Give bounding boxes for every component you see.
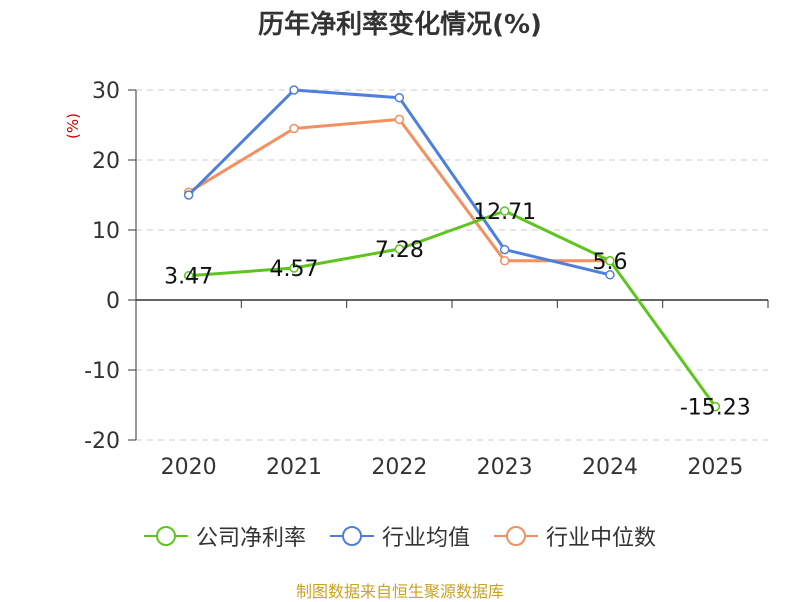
y-tick-label: 30 [92, 79, 120, 104]
series-line-0 [188, 209, 717, 408]
data-label: 12.71 [473, 200, 536, 225]
axis-layer: 30 20 10 0 -10 -20 2020 2021 2022 2023 2024 2025 [84, 79, 769, 480]
y-tick-label: 10 [92, 219, 120, 244]
data-point[interactable] [394, 114, 405, 125]
data-point[interactable] [394, 244, 405, 254]
legend-item-net-margin[interactable]: 公司净利率 [143, 520, 306, 552]
data-point[interactable] [394, 92, 405, 103]
data-label: -15.23 [680, 396, 751, 421]
data-point[interactable] [499, 244, 510, 255]
series-layer [183, 85, 721, 412]
y-tick-label: -10 [84, 359, 120, 384]
legend-marker-net-margin [143, 526, 188, 546]
y-tick-label: 20 [92, 149, 120, 174]
legend-label-industry-median: 行业中位数 [546, 526, 657, 551]
data-label: 4.57 [270, 257, 319, 282]
data-point[interactable] [605, 270, 615, 280]
data-label: 7.28 [375, 238, 424, 263]
legend-label-industry-mean: 行业均值 [381, 526, 470, 551]
y-tick-label: 0 [106, 289, 120, 314]
legend: 公司净利率 行业均值 行业中位数 [0, 520, 800, 552]
y-tick-label: -20 [84, 429, 120, 454]
data-point[interactable] [183, 190, 194, 200]
data-point[interactable] [710, 401, 721, 412]
x-tick-label: 2020 [161, 455, 217, 480]
data-point[interactable] [183, 270, 194, 281]
data-point[interactable] [289, 123, 299, 134]
x-tick-label: 2024 [582, 455, 638, 480]
data-label: 3.47 [164, 265, 213, 290]
x-tick-label: 2023 [477, 455, 533, 480]
legend-item-industry-median[interactable]: 行业中位数 [494, 520, 656, 552]
data-point[interactable] [499, 206, 510, 216]
y-axis-label: (%) [64, 113, 82, 139]
data-point[interactable] [289, 85, 299, 95]
x-tick-label: 2022 [371, 455, 427, 480]
source-note: 制图数据来自恒生聚源数据库 [295, 582, 504, 601]
legend-label-net-margin: 公司净利率 [195, 526, 306, 551]
data-point[interactable] [289, 263, 299, 273]
data-point[interactable] [499, 256, 510, 266]
data-point[interactable] [605, 256, 615, 266]
data-label-layer: 3.47 4.57 7.28 12.71 5.6 -15.23 [164, 200, 751, 421]
legend-marker-industry-mean [329, 526, 374, 546]
x-tick-label: 2021 [266, 455, 322, 480]
grid-layer [136, 89, 768, 441]
x-tick-label: 2025 [687, 455, 743, 480]
legend-item-industry-mean[interactable]: 行业均值 [329, 520, 470, 552]
legend-marker-industry-median [494, 526, 538, 546]
chart-title: 历年净利率变化情况(%) [258, 10, 542, 40]
data-label: 5.6 [593, 250, 628, 275]
